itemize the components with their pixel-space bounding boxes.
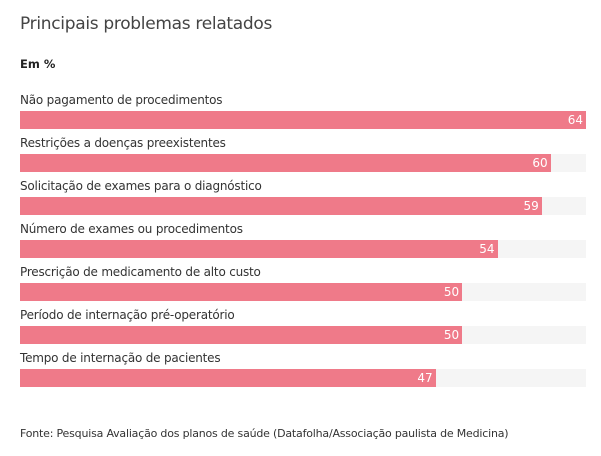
bar-track: 54 (20, 240, 586, 258)
category-label: Não pagamento de procedimentos (20, 93, 223, 107)
bar-track: 60 (20, 154, 586, 172)
bar-value-label: 47 (417, 371, 433, 385)
bar: 54 (20, 240, 498, 258)
chart-subtitle: Em % (20, 57, 56, 71)
bar-value-label: 50 (443, 285, 460, 299)
bar-chart: Não pagamento de procedimentos 64 Restriçõ… (20, 92, 586, 393)
bar-row: Restrições a doenças preexistentes 60 (20, 135, 586, 178)
bar: 64 (20, 111, 586, 129)
category-label: Restrições a doenças preexistentes (20, 136, 226, 150)
bar-row: Período de internação pré-operatório 50 (20, 307, 586, 350)
bar-value-label: 59 (523, 199, 539, 213)
bar-value-label: 54 (479, 242, 495, 256)
bar-track: 64 (20, 111, 586, 129)
bar: 59 (20, 197, 542, 215)
bar-track: 50 (20, 326, 586, 344)
bar-track: 50 (20, 283, 586, 301)
category-label: Número de exames ou procedimentos (20, 222, 243, 236)
category-label: Tempo de internação de pacientes (20, 351, 221, 365)
bar-value-label: 64 (567, 113, 583, 127)
category-label: Período de internação pré-operatório (20, 308, 235, 322)
category-label: Solicitação de exames para o diagnóstico (20, 179, 262, 193)
bar-track: 47 (20, 369, 586, 387)
bar-value-label: 50 (443, 328, 460, 342)
category-label: Prescrição de medicamento de alto custo (20, 265, 261, 279)
bar: 50 (20, 283, 463, 301)
bar-value-label: 60 (532, 156, 548, 170)
bar-row: Tempo de internação de pacientes 47 (20, 350, 586, 393)
bar: 47 (20, 369, 436, 387)
bar-row: Solicitação de exames para o diagnóstico… (20, 178, 586, 221)
bar-track: 59 (20, 197, 586, 215)
source-note: Fonte: Pesquisa Avaliação dos planos de … (20, 427, 509, 440)
bar: 60 (20, 154, 551, 172)
bar-row: Não pagamento de procedimentos 64 (20, 92, 586, 135)
bar-row: Prescrição de medicamento de alto custo 5… (20, 264, 586, 307)
chart-title: Principais problemas relatados (20, 14, 273, 34)
bar-row: Número de exames ou procedimentos 54 (20, 221, 586, 264)
bar: 50 (20, 326, 463, 344)
